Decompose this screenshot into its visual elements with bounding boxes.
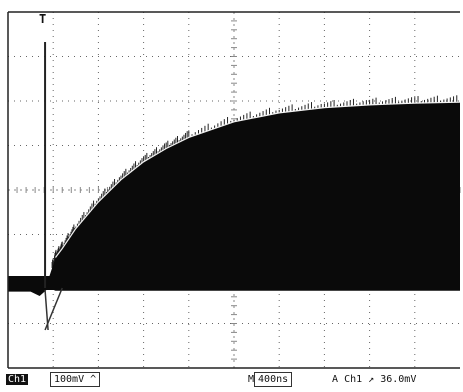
trigger-return xyxy=(44,287,63,331)
trigger-prefix: A xyxy=(332,374,339,385)
trigger-position-marker: T xyxy=(39,12,46,26)
trigger-readout: A Ch1 ↗ 36.0mV xyxy=(332,372,416,388)
trigger-slope-icon: ↗ xyxy=(368,374,375,385)
timebase-value: 400ns xyxy=(254,372,293,387)
signal-trace xyxy=(8,42,461,331)
volts-per-div: 100mV ^ xyxy=(50,372,101,387)
fit-curve xyxy=(55,101,461,258)
signal-envelope xyxy=(8,102,460,296)
channel-label: Ch1 xyxy=(6,374,29,385)
channel-indicator: Ch1 xyxy=(6,372,29,388)
timebase-readout: M 400ns xyxy=(248,372,293,388)
cursor-symbol: ^ xyxy=(90,374,97,385)
baseline-band xyxy=(8,276,56,290)
trigger-channel: Ch1 xyxy=(344,374,363,385)
volts-per-div-readout: 100mV ^ xyxy=(50,372,101,388)
trigger-level: 36.0mV xyxy=(380,374,417,385)
timebase-prefix: M xyxy=(248,374,255,385)
